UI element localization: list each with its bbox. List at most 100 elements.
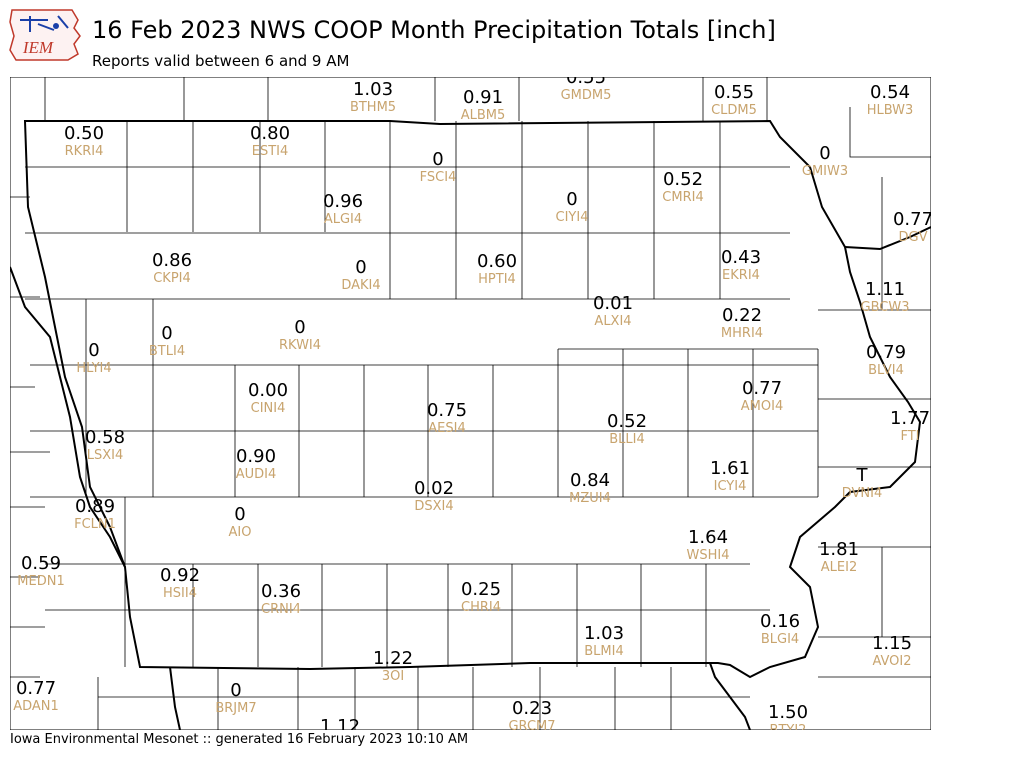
station-id: ESTI4 [252, 144, 289, 159]
station-id: GRCM7 [508, 719, 555, 730]
station-id: ALGI4 [324, 212, 362, 227]
station-value: 0.16 [760, 611, 800, 632]
station-value: 0.92 [160, 565, 200, 586]
station-id: HPTI4 [478, 272, 516, 287]
station-id: ALBM5 [461, 108, 506, 123]
station-id: MHRI4 [721, 326, 763, 341]
station-id: ALXI4 [594, 314, 631, 329]
station-value: 0 [234, 504, 245, 525]
station-value: 1.03 [584, 623, 624, 644]
station-id: CIYI4 [556, 210, 589, 225]
station-value: 1.50 [768, 702, 808, 723]
station-value: 0.25 [461, 579, 501, 600]
station-value: 1.64 [688, 527, 728, 548]
station-value: 0.86 [152, 250, 192, 271]
station-value: 0.79 [866, 342, 906, 363]
station-value: 0.54 [870, 82, 910, 103]
station-value: 0 [230, 680, 241, 701]
station-value: 0.43 [721, 247, 761, 268]
station-id: MEDN1 [17, 574, 64, 589]
station-id: LSXI4 [87, 448, 124, 463]
station-value: 0 [566, 189, 577, 210]
station-id: BLMI4 [584, 644, 623, 659]
station-value: 0.58 [85, 427, 125, 448]
station-value: 1.22 [373, 648, 413, 669]
county-borders [10, 77, 931, 730]
station-marker: 1.50BTYI2 [768, 702, 808, 730]
station-value: 0.60 [477, 251, 517, 272]
station-value: 0.00 [248, 380, 288, 401]
station-id: MZUI4 [569, 491, 611, 506]
station-value: 0.55 [566, 77, 606, 88]
station-value: 1.11 [865, 279, 905, 300]
station-value: 0.22 [722, 305, 762, 326]
logo-text: IEM [22, 38, 54, 57]
station-value: 1.12 [320, 716, 360, 730]
station-value: 0.84 [570, 470, 610, 491]
station-id: DSXI4 [414, 499, 453, 514]
station-id: BLGI4 [761, 632, 799, 647]
station-id: AMOI4 [741, 399, 783, 414]
station-value: 0.89 [75, 496, 115, 517]
station-id: EKRI4 [722, 268, 760, 283]
station-id: BTLI4 [149, 344, 185, 359]
station-value: 0.77 [742, 378, 782, 399]
station-value: 0.02 [414, 478, 454, 499]
station-value: 0.75 [427, 400, 467, 421]
station-id: DAKI4 [341, 278, 380, 293]
station-value: 0.91 [463, 87, 503, 108]
station-value: T [856, 465, 869, 486]
station-value: 0.90 [236, 446, 276, 467]
station-id: GMIW3 [802, 164, 848, 179]
footer-credit: Iowa Environmental Mesonet :: generated … [10, 732, 469, 747]
state-borders [10, 119, 931, 730]
station-id: BLLI4 [609, 432, 645, 447]
station-id: HSII4 [163, 586, 197, 601]
station-value: 0.96 [323, 191, 363, 212]
station-id: BTYI2 [770, 723, 807, 730]
station-value: 0 [355, 257, 366, 278]
station-id: AESI4 [428, 421, 465, 436]
station-id: GMDM5 [561, 88, 612, 103]
station-value: 1.03 [353, 79, 393, 100]
station-id: ADAN1 [13, 699, 59, 714]
station-id: HLYI4 [76, 361, 111, 376]
station-value: 0.23 [512, 698, 552, 719]
station-id: CLDM5 [711, 103, 757, 118]
station-id: RKRI4 [65, 144, 104, 159]
station-marker: 1.12 [320, 716, 360, 730]
station-value: 0.55 [714, 82, 754, 103]
